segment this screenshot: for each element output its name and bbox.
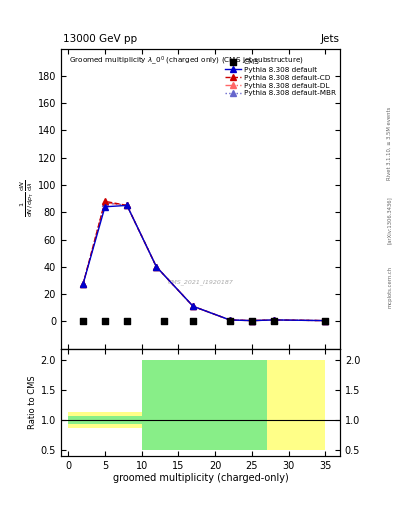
Line: Pythia 8.308 default-DL: Pythia 8.308 default-DL (80, 200, 328, 324)
Pythia 8.308 default-MBR (81, 282, 85, 288)
Pythia 8.308 default-MBR (154, 264, 159, 270)
Pythia 8.308 default-DL (272, 317, 276, 323)
Text: 13000 GeV pp: 13000 GeV pp (63, 33, 137, 44)
Line: Pythia 8.308 default-CD: Pythia 8.308 default-CD (80, 199, 328, 324)
CMS (322, 317, 329, 326)
CMS (190, 317, 196, 326)
Pythia 8.308 default (81, 282, 85, 288)
Pythia 8.308 default (250, 317, 254, 324)
Pythia 8.308 default (154, 264, 159, 270)
Pythia 8.308 default-CD (250, 317, 254, 324)
Pythia 8.308 default-MBR (272, 317, 276, 323)
CMS (161, 317, 167, 326)
Y-axis label: Ratio to CMS: Ratio to CMS (28, 375, 37, 429)
Pythia 8.308 default-CD (228, 317, 232, 323)
Text: Jets: Jets (321, 33, 340, 44)
CMS (102, 317, 108, 326)
Pythia 8.308 default-DL (103, 200, 107, 206)
Text: mcplots.cern.ch: mcplots.cern.ch (387, 266, 392, 308)
Pythia 8.308 default-MBR (228, 317, 232, 323)
CMS (124, 317, 130, 326)
Pythia 8.308 default (323, 317, 328, 324)
CMS (227, 317, 233, 326)
Text: Groomed multiplicity $\lambda\_0^0$ (charged only) (CMS jet substructure): Groomed multiplicity $\lambda\_0^0$ (cha… (69, 55, 304, 68)
Pythia 8.308 default-DL (191, 303, 195, 309)
Legend: CMS, Pythia 8.308 default, Pythia 8.308 default-CD, Pythia 8.308 default-DL, Pyt: CMS, Pythia 8.308 default, Pythia 8.308 … (224, 58, 336, 97)
Pythia 8.308 default-MBR (103, 200, 107, 206)
X-axis label: groomed multiplicity (charged-only): groomed multiplicity (charged-only) (112, 473, 288, 483)
Pythia 8.308 default-DL (250, 317, 254, 324)
CMS (271, 317, 277, 326)
Pythia 8.308 default (103, 204, 107, 210)
Pythia 8.308 default-CD (191, 303, 195, 309)
Y-axis label: $\frac{1}{\mathrm{d}N\,/\,\mathrm{d}p_\mathrm{T}}\,\frac{\mathrm{d}N}{\mathrm{d}: $\frac{1}{\mathrm{d}N\,/\,\mathrm{d}p_\m… (19, 180, 36, 217)
Pythia 8.308 default (125, 202, 129, 208)
CMS (80, 317, 86, 326)
Pythia 8.308 default (228, 317, 232, 323)
Pythia 8.308 default-DL (81, 282, 85, 288)
Pythia 8.308 default-CD (125, 202, 129, 208)
Pythia 8.308 default-DL (125, 202, 129, 208)
Text: [arXiv:1306.3436]: [arXiv:1306.3436] (387, 196, 392, 244)
Line: Pythia 8.308 default-MBR: Pythia 8.308 default-MBR (80, 200, 328, 324)
Pythia 8.308 default (272, 317, 276, 323)
Pythia 8.308 default-DL (323, 317, 328, 324)
Pythia 8.308 default-CD (272, 317, 276, 323)
Pythia 8.308 default-CD (154, 264, 159, 270)
Pythia 8.308 default-MBR (125, 202, 129, 208)
CMS (249, 317, 255, 326)
Pythia 8.308 default-DL (154, 264, 159, 270)
Pythia 8.308 default-MBR (250, 317, 254, 324)
Pythia 8.308 default (191, 303, 195, 309)
Text: CMS_2021_I1920187: CMS_2021_I1920187 (167, 280, 233, 285)
Pythia 8.308 default-CD (103, 198, 107, 204)
Pythia 8.308 default-DL (228, 317, 232, 323)
Line: Pythia 8.308 default: Pythia 8.308 default (80, 203, 328, 324)
Pythia 8.308 default-CD (81, 282, 85, 288)
Pythia 8.308 default-MBR (191, 303, 195, 309)
Pythia 8.308 default-MBR (323, 317, 328, 324)
Pythia 8.308 default-CD (323, 317, 328, 324)
Text: Rivet 3.1.10, ≥ 3.5M events: Rivet 3.1.10, ≥ 3.5M events (387, 106, 392, 180)
